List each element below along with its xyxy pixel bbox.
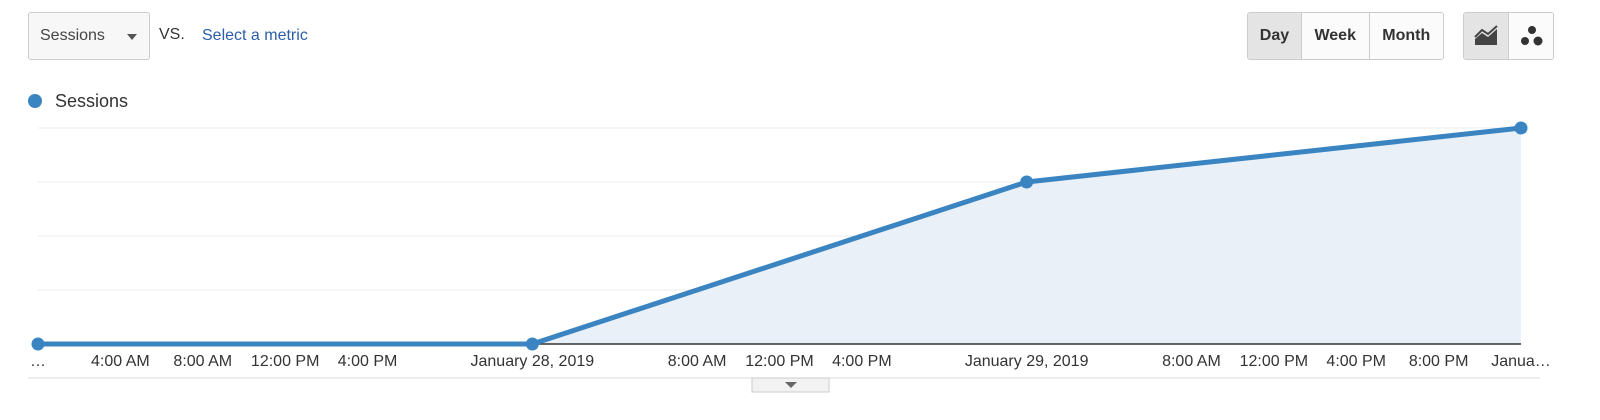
- x-tick-label: 12:00 PM: [251, 353, 319, 370]
- bubble-icon: [1521, 26, 1543, 46]
- x-tick-label: 4:00 PM: [832, 353, 892, 370]
- x-tick-label: 4:00 PM: [338, 353, 398, 370]
- line-icon: [1474, 25, 1498, 45]
- x-tick-label: January 29, 2019: [965, 353, 1089, 370]
- x-tick-label: Janua…: [1491, 353, 1551, 370]
- legend-marker: [28, 94, 42, 108]
- point: [31, 337, 45, 351]
- area: [38, 128, 1521, 344]
- x-tick-label: 8:00 AM: [668, 353, 727, 370]
- motion-chart-button[interactable]: [1508, 13, 1553, 59]
- x-tick-label: 8:00 AM: [173, 353, 232, 370]
- x-tick-label: 4:00 PM: [1326, 353, 1386, 370]
- point: [525, 337, 539, 351]
- x-tick-label: January 28, 2019: [471, 353, 595, 370]
- x-tick-label: 12:00 PM: [1240, 353, 1308, 370]
- legend-label: Sessions: [55, 91, 128, 111]
- x-tick-label: 8:00 PM: [1409, 353, 1469, 370]
- x-tick-label: 8:00 AM: [1162, 353, 1221, 370]
- dropdown-label: Sessions: [40, 27, 105, 44]
- dropdown-arrow: [127, 34, 137, 45]
- period-buttons: Day Week Month: [1247, 12, 1444, 60]
- x-tick-label: 4:00 AM: [91, 353, 150, 370]
- metric-dropdown[interactable]: Sessions: [28, 12, 150, 60]
- period-button[interactable]: Week: [1300, 13, 1369, 59]
- expand-arrow: [785, 382, 797, 388]
- point: [1020, 175, 1034, 189]
- line-chart-button[interactable]: [1464, 13, 1508, 59]
- x-tick-label: …: [30, 353, 46, 370]
- period-button[interactable]: Day: [1248, 13, 1301, 59]
- vs-label: VS.: [159, 26, 185, 43]
- point: [1514, 121, 1528, 135]
- select-metric-link[interactable]: Select a metric: [202, 27, 308, 44]
- x-tick-label: 12:00 PM: [745, 353, 813, 370]
- period-button[interactable]: Month: [1368, 13, 1443, 59]
- chart-type-buttons: [1463, 12, 1554, 60]
- line: [38, 125, 1522, 347]
